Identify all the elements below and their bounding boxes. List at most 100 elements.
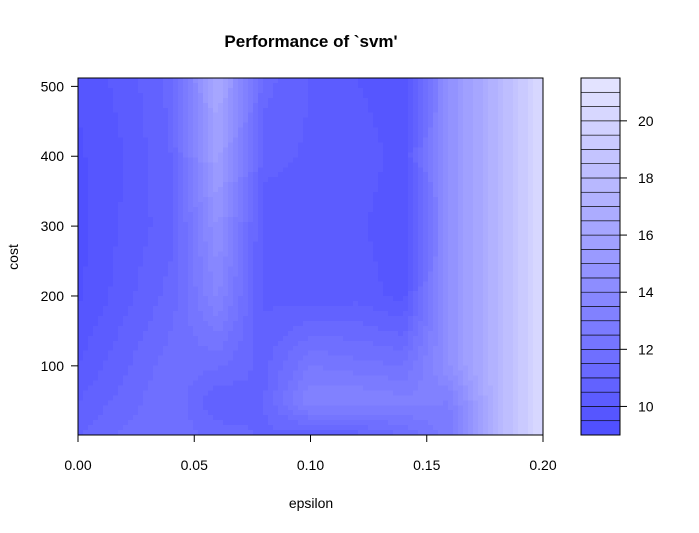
contour-cell — [238, 107, 244, 114]
contour-cell — [413, 87, 419, 94]
contour-cell — [268, 316, 274, 322]
contour-cell — [388, 330, 394, 337]
contour-cell — [348, 271, 354, 277]
contour-cell — [148, 206, 154, 213]
contour-cell — [298, 231, 304, 238]
contour-cell — [148, 142, 154, 149]
contour-cell — [388, 201, 394, 208]
contour-cell — [273, 311, 279, 317]
contour-cell — [538, 152, 544, 158]
contour-cell — [193, 291, 199, 297]
contour-cell — [408, 325, 414, 332]
contour-cell — [263, 201, 269, 208]
contour-cell — [338, 152, 344, 158]
contour-cell — [248, 97, 254, 104]
contour-cell — [308, 78, 314, 84]
contour-cell — [313, 276, 319, 282]
contour-cell — [463, 325, 469, 332]
contour-cell — [133, 192, 139, 198]
contour-cell — [283, 266, 289, 272]
contour-cell — [498, 102, 504, 109]
contour-cell — [418, 325, 424, 332]
contour-cell — [268, 241, 274, 248]
contour-cell — [313, 335, 319, 342]
contour-cell — [393, 192, 399, 198]
contour-cell — [113, 147, 119, 153]
contour-cell — [203, 311, 209, 317]
contour-cell — [198, 192, 204, 198]
contour-cell — [333, 335, 339, 342]
contour-cell — [88, 127, 94, 134]
contour-cell — [373, 226, 379, 233]
contour-cell — [113, 335, 119, 342]
contour-cell — [448, 266, 454, 272]
contour-cell — [103, 256, 109, 263]
contour-cell — [198, 236, 204, 243]
contour-cell — [288, 82, 294, 89]
contour-cell — [433, 127, 439, 134]
contour-cell — [483, 246, 489, 253]
contour-cell — [398, 296, 404, 302]
contour-cell — [438, 192, 444, 198]
contour-cell — [333, 276, 339, 282]
contour-cell — [368, 216, 374, 223]
contour-cell — [168, 152, 174, 158]
contour-cell — [373, 276, 379, 282]
contour-cell — [133, 197, 139, 203]
contour-cell — [503, 117, 509, 124]
contour-cell — [123, 97, 129, 104]
contour-cell — [183, 330, 189, 337]
contour-cell — [198, 301, 204, 307]
contour-cell — [118, 137, 124, 144]
contour-cell — [453, 82, 459, 89]
contour-cell — [103, 157, 109, 163]
contour-cell — [243, 206, 249, 213]
contour-cell — [438, 177, 444, 183]
contour-cell — [198, 197, 204, 203]
contour-cell — [228, 261, 234, 268]
contour-cell — [303, 256, 309, 263]
contour-cell — [203, 231, 209, 238]
contour-cell — [203, 211, 209, 218]
contour-cell — [533, 301, 539, 307]
contour-cell — [468, 107, 474, 114]
contour-cell — [103, 177, 109, 183]
contour-cell — [438, 82, 444, 89]
contour-cell — [393, 335, 399, 342]
contour-cell — [278, 325, 284, 332]
contour-cell — [318, 182, 324, 188]
contour-cell — [93, 246, 99, 253]
contour-cell — [323, 192, 329, 198]
contour-cell — [78, 87, 84, 94]
contour-cell — [333, 301, 339, 307]
contour-cell — [223, 142, 229, 149]
contour-cell — [323, 306, 329, 312]
contour-cell — [523, 187, 529, 193]
contour-cell — [163, 316, 169, 322]
contour-cell — [398, 201, 404, 208]
contour-cell — [158, 152, 164, 158]
contour-cell — [193, 246, 199, 253]
contour-cell — [278, 236, 284, 243]
contour-cell — [113, 82, 119, 89]
contour-cell — [413, 201, 419, 208]
contour-cell — [198, 157, 204, 163]
contour-cell — [243, 256, 249, 263]
contour-cell — [218, 276, 224, 282]
contour-cell — [133, 281, 139, 287]
contour-cell — [193, 296, 199, 302]
contour-cell — [328, 221, 334, 228]
contour-cell — [353, 296, 359, 302]
contour-cell — [133, 117, 139, 124]
contour-cell — [518, 187, 524, 193]
contour-cell — [453, 306, 459, 312]
contour-cell — [373, 201, 379, 208]
contour-cell — [158, 296, 164, 302]
contour-cell — [128, 78, 134, 84]
contour-cell — [433, 286, 439, 292]
contour-cell — [98, 221, 104, 228]
contour-cell — [253, 201, 259, 208]
contour-cell — [258, 236, 264, 243]
contour-cell — [143, 226, 149, 233]
contour-cell — [78, 157, 84, 163]
